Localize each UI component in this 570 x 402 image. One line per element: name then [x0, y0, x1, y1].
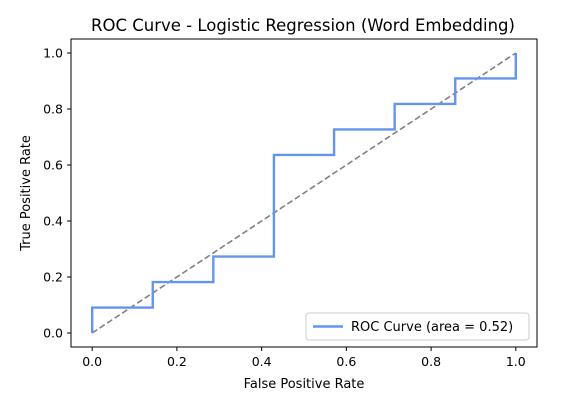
plot-area	[90, 52, 518, 334]
y-tick-label: 0.6	[43, 158, 63, 173]
y-axis-label: True Positive Rate	[19, 135, 34, 252]
y-tick-label: 0.0	[43, 326, 63, 341]
x-tick-label: 0.2	[167, 354, 187, 369]
legend-box	[305, 312, 530, 341]
y-tick-label: 0.8	[43, 102, 63, 117]
x-axis-label: False Positive Rate	[244, 377, 365, 392]
x-tick-label: 0.6	[336, 354, 356, 369]
x-tick-label: 0.4	[252, 354, 272, 369]
x-tick-label: 1.0	[506, 354, 526, 369]
y-tick-label: 0.4	[43, 214, 63, 229]
x-tick-label: 0.8	[421, 354, 441, 369]
legend-label: ROC Curve (area = 0.52)	[351, 320, 513, 335]
legend: ROC Curve (area = 0.52)	[305, 312, 530, 341]
roc-curve-line	[90, 53, 518, 333]
chart-title: ROC Curve - Logistic Regression (Word Em…	[91, 16, 515, 35]
diagonal-reference-line	[91, 52, 517, 334]
y-tick-label: 1.0	[43, 46, 63, 61]
plot-frame	[70, 38, 538, 348]
y-tick-label: 0.2	[43, 270, 63, 285]
y-axis: 0.0 0.2 0.4 0.6 0.8 1.0	[43, 46, 71, 341]
x-tick-label: 0.0	[82, 354, 102, 369]
x-axis: 0.0 0.2 0.4 0.6 0.8 1.0	[82, 347, 526, 369]
